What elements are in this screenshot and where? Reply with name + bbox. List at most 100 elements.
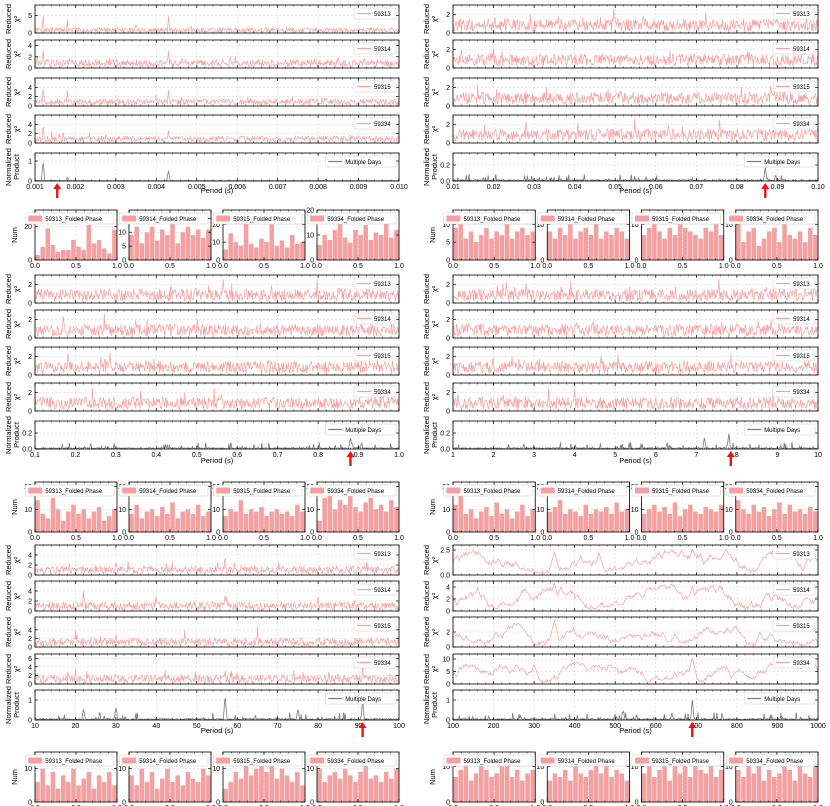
y-axis-label-chi2: χ²	[430, 357, 439, 364]
histogram-bar	[373, 509, 379, 532]
folded-legend-box	[24, 212, 115, 225]
series-panel-59313: 0 2 4 59313 Reduced χ²	[4, 544, 400, 580]
histogram-bar	[139, 518, 145, 532]
histogram-bar	[619, 231, 625, 260]
histogram-bar	[363, 502, 368, 532]
product-xtick-label: 50	[193, 723, 201, 730]
product-frame	[34, 420, 400, 450]
series-59315-legend-box	[353, 349, 397, 362]
histogram-bar	[813, 235, 818, 260]
histogram-bar	[317, 520, 322, 532]
histogram-bar	[383, 217, 389, 260]
series-59334-frame	[34, 114, 400, 144]
product-xtick-label: 0.002	[67, 184, 85, 191]
folded-xtick-label: 0.0	[312, 535, 322, 542]
histogram-bar	[348, 491, 353, 532]
series-59315-frame	[34, 77, 400, 107]
folded-panel-1: 0.0 0.5 1.0 0 10 59314_Folded Phase	[536, 209, 634, 270]
histogram-bar	[746, 513, 751, 532]
histogram-bar	[787, 235, 792, 260]
series-line-59314	[34, 313, 400, 337]
histogram-bar	[190, 778, 196, 802]
y-axis-label: Reduced χ²	[4, 77, 21, 107]
series-59314-legend-box	[772, 42, 816, 55]
histogram-bar	[185, 772, 191, 802]
series-59314-ytick-label: 2	[446, 317, 450, 324]
folded-xtick-label: 0.5	[71, 535, 81, 542]
histogram-bar	[50, 497, 56, 532]
histogram-bar	[279, 768, 285, 802]
histogram-bar	[772, 509, 777, 532]
folded-ytick-label: 0	[216, 258, 220, 265]
histogram-bar	[667, 227, 673, 260]
histogram-bar	[264, 516, 269, 532]
histogram-bar	[259, 762, 264, 802]
histogram-bar	[35, 255, 40, 260]
series-59314-legend-box	[353, 42, 397, 55]
histogram-bar	[458, 491, 463, 532]
histogram-bar	[165, 235, 170, 260]
histogram-bar	[86, 772, 92, 802]
product-xtick-label: 0.005	[188, 184, 206, 191]
histogram-bar	[223, 788, 228, 802]
histogram-bar	[562, 513, 568, 532]
histogram-bar	[573, 238, 578, 260]
series-line-59315	[452, 354, 819, 375]
product-xtick-label: 0.01	[446, 184, 460, 191]
histogram-bar	[81, 509, 86, 532]
folded-xtick-label: 0.5	[489, 263, 499, 270]
folded-legend-swatch	[310, 487, 325, 494]
histogram-bar	[160, 507, 165, 532]
histogram-bar	[337, 220, 343, 260]
product-legend-box	[324, 423, 397, 436]
product-xtick-label: 9	[775, 452, 779, 459]
histogram-bar	[284, 511, 290, 532]
y-axis-label-reduced: Reduced	[4, 654, 13, 684]
period-arrow-head	[761, 183, 770, 189]
folded-legend-box	[212, 212, 303, 225]
folded-panel-2: 0.0 0.5 1.0 0 10 20 59315_Folded Phase	[212, 209, 310, 270]
series-59313-ytick-label: 0	[446, 31, 450, 38]
folded-xtick-label: 0.0	[731, 263, 741, 270]
folded-xtick-label: 1.0	[300, 535, 310, 542]
histogram-bar	[170, 782, 175, 802]
series-59313-frame	[34, 544, 400, 576]
folded-legend-label: 59334_Folded Phase	[746, 217, 804, 223]
folded-legend-swatch	[634, 215, 649, 222]
y-axis-label-reduced: Reduced	[4, 581, 13, 611]
histogram-bar	[248, 509, 254, 532]
folded-ytick-label: 0	[729, 258, 733, 265]
series-59313-legend-box	[353, 547, 397, 560]
product-frame	[452, 420, 819, 450]
product-xtick-label: 0.008	[309, 184, 327, 191]
series-panel-59314: 0 2 4 59314 Reduced χ²	[4, 39, 400, 73]
histogram-bar	[802, 513, 808, 532]
series-59313-ytick-label: 2	[446, 12, 450, 19]
histogram-bar	[91, 511, 97, 532]
y-axis-label-chi2: χ²	[430, 50, 439, 57]
product-xtick-label: 3	[532, 452, 536, 459]
series-59315-ytick-label: 2	[446, 85, 450, 92]
y-axis-label-reduced: Reduced	[4, 545, 13, 575]
product-legend-box	[324, 692, 397, 705]
folded-legend-label: 59313_Folded Phase	[45, 489, 103, 495]
series-panel-59334: 0 2 4 59334 Reduced χ²	[4, 114, 400, 148]
series-59315-ytick-label: 2	[28, 94, 32, 101]
series-59313-legend-label: 59313	[793, 282, 810, 288]
series-59314-frame	[452, 309, 819, 339]
series-59313-ytick-label: 5	[28, 13, 32, 20]
y-axis-label: Reduced χ²	[422, 77, 439, 107]
series-panel-59334: 0 2 59334 Reduced χ²	[422, 382, 819, 416]
histogram-bar	[797, 509, 803, 532]
folded-xtick-label: 1.0	[813, 263, 823, 270]
histogram-bar	[494, 502, 499, 532]
series-59334-ytick-label: 2	[28, 673, 32, 680]
y-axis-label: Normalized Product	[4, 686, 21, 724]
y-axis-label: Normalized Product	[4, 148, 21, 186]
histogram-bar	[332, 230, 338, 260]
histogram-bar	[279, 513, 285, 532]
histogram-bar	[112, 509, 117, 532]
folded-ytick-label: 10	[536, 507, 544, 514]
histogram-bar	[808, 227, 813, 260]
